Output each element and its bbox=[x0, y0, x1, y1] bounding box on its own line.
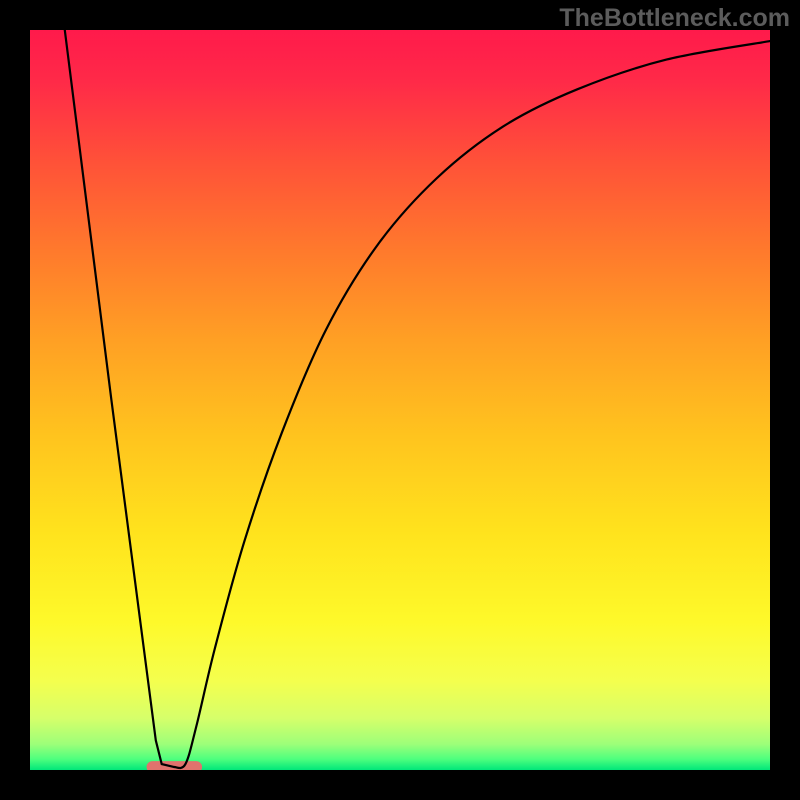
chart-svg bbox=[0, 0, 800, 800]
bottleneck-chart: TheBottleneck.com bbox=[0, 0, 800, 800]
gradient-background bbox=[30, 30, 770, 770]
